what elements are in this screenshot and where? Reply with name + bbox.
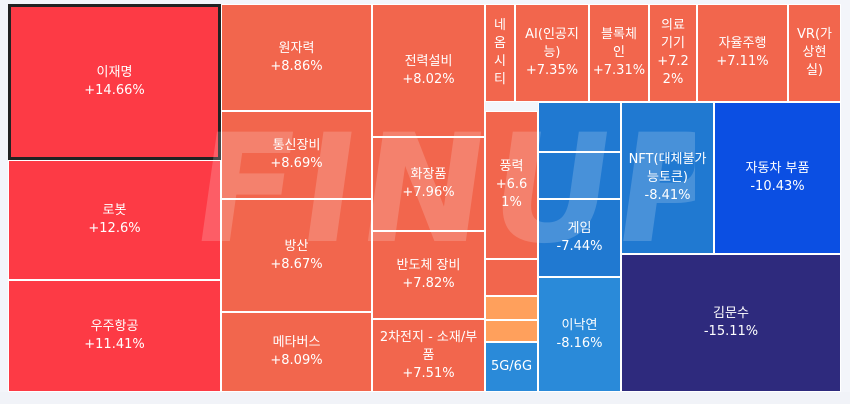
tile-label: 이낙연 [561, 317, 598, 333]
tile-label: 게임 [567, 221, 592, 236]
tile-auto-parts[interactable]: 자동차 부품 -10.43% [714, 102, 841, 254]
tile-game-strip-1[interactable] [538, 102, 621, 152]
tile-change: +8.02% [402, 71, 455, 87]
tile-change: +7.35% [525, 63, 579, 78]
tile-game-strip-2[interactable] [538, 152, 621, 199]
tile-5g-6g[interactable]: 5G/6G [485, 342, 538, 392]
tile-change: +6.6 1% [495, 177, 528, 210]
tile-vr[interactable]: VR(가 상현 실) [788, 4, 841, 102]
tile-wind-power[interactable]: 풍력 +6.6 1% [485, 111, 538, 259]
tile-kimmoonsoo[interactable]: 김문수 -15.11% [621, 254, 841, 392]
tile-change: -15.11% [703, 324, 759, 339]
tile-label: 반도체 장비 [396, 258, 461, 273]
tile-ai[interactable]: AI(인공지 능) +7.35% [515, 4, 589, 102]
tile-leejaemyung[interactable]: 이재명 +14.66% [8, 4, 221, 160]
tile-change: -8.41% [644, 188, 691, 203]
tile-label: 풍력 [499, 159, 524, 174]
tile-label: 네 옴 시 티 [494, 18, 506, 87]
tile-semiconductor-equipment[interactable]: 반도체 장비 +7.82% [372, 231, 485, 319]
tile-aerospace[interactable]: 우주항공 +11.41% [8, 280, 221, 392]
tile-label: 자동차 부품 [745, 161, 810, 176]
tile-blockchain[interactable]: 블록체 인 +7.31% [589, 4, 649, 102]
tile-change: +8.86% [270, 58, 323, 74]
tile-label: 김문수 [713, 306, 749, 321]
tile-change: +8.69% [270, 156, 323, 171]
tile-change: +12.6% [88, 221, 141, 236]
tile-change: +14.66% [84, 83, 145, 98]
tile-game[interactable]: 게임 -7.44% [538, 199, 621, 277]
tile-label: 의료 기기 [661, 18, 685, 51]
tile-label: VR(가 상현 실) [797, 27, 832, 78]
tile-label: 2차전지 - 소재/부 품 [379, 329, 478, 363]
tile-change: +7.82% [402, 276, 455, 291]
tile-change: +11.41% [84, 337, 145, 352]
tile-neom-city[interactable]: 네 옴 시 티 [485, 4, 515, 102]
tile-unlabeled-1[interactable] [485, 259, 538, 296]
tile-change: +7.2 2% [657, 54, 689, 87]
tile-label: 이재명 [96, 65, 133, 80]
tile-telecom[interactable]: 통신장비 +8.69% [221, 111, 372, 199]
tile-label: 블록체 인 [601, 27, 637, 60]
tile-power-equipment[interactable]: 전력설비 +8.02% [372, 4, 485, 137]
tile-metaverse[interactable]: 메타버스 +8.09% [221, 312, 372, 392]
tile-defense[interactable]: 방산 +8.67% [221, 199, 372, 312]
tile-cosmetics[interactable]: 화장품 +7.96% [372, 137, 485, 231]
tile-change: -10.43% [750, 179, 805, 194]
tile-label: NFT(대체불가 능토큰) [628, 152, 707, 185]
tile-label: 화장품 [410, 167, 447, 182]
tile-label: 메타버스 [272, 335, 321, 350]
bottom-strip [0, 392, 850, 404]
tile-label: 우주항공 [90, 319, 139, 334]
tile-label: 5G/6G [490, 359, 533, 374]
tile-change: +8.09% [270, 353, 323, 368]
tile-change: +7.11% [716, 54, 769, 69]
tile-label: 자율주행 [718, 36, 767, 51]
tile-secondary-battery[interactable]: 2차전지 - 소재/부 품 +7.51% [372, 319, 485, 392]
tile-label: 전력설비 [404, 53, 453, 69]
tile-label: 통신장비 [272, 138, 321, 153]
tile-change: -7.44% [556, 239, 603, 254]
tile-unlabeled-3[interactable] [485, 320, 538, 342]
tile-label: AI(인공지 능) [525, 27, 579, 60]
tile-medical-devices[interactable]: 의료 기기 +7.2 2% [649, 4, 697, 102]
tile-nft[interactable]: NFT(대체불가 능토큰) -8.41% [621, 102, 714, 254]
tile-label: 원자력 [278, 40, 315, 56]
tile-unlabeled-2[interactable] [485, 296, 538, 320]
tile-change: +7.96% [402, 185, 455, 200]
tile-label: 로봇 [102, 203, 127, 218]
tile-change: -8.16% [556, 335, 603, 351]
tile-leenakyeon[interactable]: 이낙연 -8.16% [538, 277, 621, 392]
tile-nuclear[interactable]: 원자력 +8.86% [221, 4, 372, 111]
tile-change: +7.51% [402, 365, 455, 381]
tile-autonomous-driving[interactable]: 자율주행 +7.11% [697, 4, 788, 102]
tile-change: +8.67% [270, 256, 323, 272]
tile-label: 방산 [284, 238, 309, 254]
tile-robot[interactable]: 로봇 +12.6% [8, 160, 221, 280]
tile-change: +7.31% [592, 63, 646, 78]
